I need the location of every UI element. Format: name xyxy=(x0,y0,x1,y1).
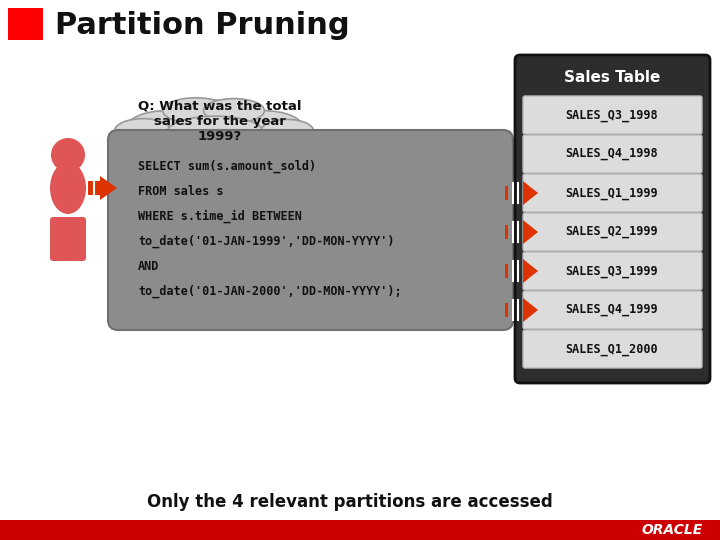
Polygon shape xyxy=(523,220,538,244)
FancyBboxPatch shape xyxy=(523,330,702,368)
Text: Only the 4 relevant partitions are accessed: Only the 4 relevant partitions are acces… xyxy=(147,493,553,511)
Text: SALES_Q3_1998: SALES_Q3_1998 xyxy=(566,109,658,122)
Text: to_date('01-JAN-1999','DD-MON-YYYY'): to_date('01-JAN-1999','DD-MON-YYYY') xyxy=(138,235,395,248)
Text: Q: What was the total
sales for the year
1999?: Q: What was the total sales for the year… xyxy=(138,99,302,143)
Ellipse shape xyxy=(261,119,314,144)
FancyBboxPatch shape xyxy=(523,174,702,212)
FancyBboxPatch shape xyxy=(88,181,103,195)
Ellipse shape xyxy=(222,111,302,143)
Circle shape xyxy=(162,184,174,196)
FancyBboxPatch shape xyxy=(523,291,702,329)
FancyBboxPatch shape xyxy=(523,96,702,134)
FancyBboxPatch shape xyxy=(66,217,86,261)
Ellipse shape xyxy=(163,100,267,142)
Circle shape xyxy=(172,167,188,183)
FancyBboxPatch shape xyxy=(523,213,702,251)
Text: AND: AND xyxy=(138,260,159,273)
Text: ORACLE: ORACLE xyxy=(642,523,703,537)
Ellipse shape xyxy=(114,119,171,144)
Text: SALES_Q1_1999: SALES_Q1_1999 xyxy=(566,186,658,199)
Text: to_date('01-JAN-2000','DD-MON-YYYY');: to_date('01-JAN-2000','DD-MON-YYYY'); xyxy=(138,285,402,298)
FancyBboxPatch shape xyxy=(0,520,720,540)
FancyBboxPatch shape xyxy=(8,8,43,40)
Polygon shape xyxy=(523,181,538,205)
Text: SALES_Q3_1999: SALES_Q3_1999 xyxy=(566,265,658,278)
Polygon shape xyxy=(523,298,538,322)
Text: SALES_Q4_1999: SALES_Q4_1999 xyxy=(566,303,658,316)
Ellipse shape xyxy=(168,116,263,146)
Text: Sales Table: Sales Table xyxy=(564,70,660,84)
FancyBboxPatch shape xyxy=(505,186,508,200)
FancyBboxPatch shape xyxy=(523,135,702,173)
Text: WHERE s.time_id BETWEEN: WHERE s.time_id BETWEEN xyxy=(138,210,302,224)
FancyBboxPatch shape xyxy=(515,55,710,383)
FancyBboxPatch shape xyxy=(505,225,508,239)
Circle shape xyxy=(51,138,85,172)
Ellipse shape xyxy=(163,98,229,124)
Text: SALES_Q1_2000: SALES_Q1_2000 xyxy=(566,342,658,355)
Text: SALES_Q2_1999: SALES_Q2_1999 xyxy=(566,226,658,239)
FancyBboxPatch shape xyxy=(523,252,702,290)
Text: SALES_Q4_1998: SALES_Q4_1998 xyxy=(566,147,658,160)
Polygon shape xyxy=(523,259,538,283)
Text: Partition Pruning: Partition Pruning xyxy=(55,10,350,39)
Circle shape xyxy=(154,199,162,207)
FancyBboxPatch shape xyxy=(108,130,513,330)
Polygon shape xyxy=(100,176,117,200)
Text: FROM sales s: FROM sales s xyxy=(138,185,223,198)
FancyBboxPatch shape xyxy=(505,264,508,278)
FancyBboxPatch shape xyxy=(505,303,508,317)
Ellipse shape xyxy=(127,111,207,143)
Text: SELECT sum(s.amount_sold): SELECT sum(s.amount_sold) xyxy=(138,160,316,173)
Ellipse shape xyxy=(204,99,264,123)
Ellipse shape xyxy=(50,162,86,214)
FancyBboxPatch shape xyxy=(50,217,70,261)
